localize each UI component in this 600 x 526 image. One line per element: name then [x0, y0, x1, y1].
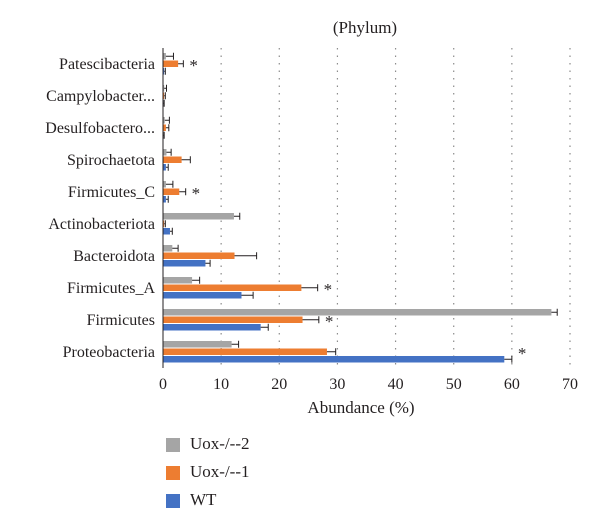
significance-markers: * * * * *: [189, 56, 526, 363]
category-label-spirochaetota: Spirochaetota: [67, 152, 155, 169]
bar-uox-2-firmicutes-c: [163, 181, 166, 188]
error-bars: [163, 52, 558, 363]
category-label-proteobacteria: Proteobacteria: [63, 344, 155, 361]
gridlines: [220, 48, 571, 368]
significance-star-firmicutes-c: *: [192, 184, 201, 203]
bar-wt-firmicutes: [163, 324, 261, 331]
bar-wt-bacteroidota: [163, 260, 206, 267]
chart-title: (Phylum): [333, 18, 397, 37]
x-tick-labels: 0 10 20 30 40 50 60 70: [159, 376, 578, 393]
category-label-firmicutes: Firmicutes: [87, 312, 155, 329]
bar-uox-2-actinobacteriota: [163, 213, 234, 220]
bar-uox-2-firmicutes-a: [163, 277, 193, 284]
bar-uox-1-firmicutes-a: [163, 284, 302, 291]
bar-uox-2-proteobacteria: [163, 341, 232, 348]
bar-uox-2-desulfobactero: [163, 117, 165, 124]
x-tick-label-0: 0: [159, 376, 167, 393]
x-tick-label-10: 10: [213, 376, 229, 393]
significance-star-firmicutes-a: *: [324, 280, 333, 299]
bar-uox-1-patescibacteria: [163, 60, 179, 67]
legend-swatch-uox1: [166, 466, 180, 480]
bar-uox-1-campylobacter: [163, 92, 165, 99]
legend-item-uox1: Uox-/--1: [166, 462, 326, 486]
bar-wt-firmicutes-a: [163, 292, 242, 299]
x-tick-label-20: 20: [271, 376, 287, 393]
category-label-bacteroidota: Bacteroidota: [73, 248, 155, 265]
legend-swatch-wt: [166, 494, 180, 508]
bar-wt-actinobacteriota: [163, 228, 170, 235]
x-tick-label-70: 70: [562, 376, 578, 393]
bar-uox-2-spirochaetota: [163, 149, 167, 156]
bar-uox-1-proteobacteria: [163, 348, 327, 355]
bar-wt-spirochaetota: [163, 164, 166, 171]
legend-swatch-uox2: [166, 438, 180, 452]
legend-item-wt: WT: [166, 490, 326, 514]
significance-star-firmicutes: *: [325, 312, 334, 331]
category-label-campylobacter: Campylobacter...: [46, 88, 155, 105]
bar-uox-1-desulfobactero: [163, 124, 166, 131]
category-label-firmicutes-a: Firmicutes_A: [67, 280, 155, 297]
category-labels: Patescibacteria Campylobacter... Desulfoba…: [45, 56, 155, 361]
bar-uox-2-firmicutes: [163, 309, 552, 316]
bar-uox-2-patescibacteria: [163, 53, 166, 60]
bar-wt-proteobacteria: [163, 356, 505, 363]
x-tick-label-30: 30: [329, 376, 345, 393]
legend-label-uox2: Uox-/--2: [190, 434, 250, 453]
x-tick-label-60: 60: [504, 376, 520, 393]
bar-wt-patescibacteria: [163, 68, 165, 75]
x-tick-label-40: 40: [388, 376, 404, 393]
significance-star-proteobacteria: *: [518, 344, 527, 363]
category-label-firmicutes-c: Firmicutes_C: [68, 184, 155, 201]
bar-uox-1-spirochaetota: [163, 156, 182, 163]
x-axis-label: Abundance (%): [307, 398, 414, 417]
legend-label-wt: WT: [190, 490, 217, 509]
bar-uox-2-bacteroidota: [163, 245, 173, 252]
bar-uox-2-campylobacter: [163, 85, 165, 92]
bar-uox-1-actinobacteriota: [163, 220, 165, 227]
legend-item-uox2: Uox-/--2: [166, 434, 326, 458]
category-label-actinobacteriota: Actinobacteriota: [48, 216, 155, 233]
bar-uox-1-bacteroidota: [163, 252, 235, 259]
bar-uox-1-firmicutes: [163, 316, 303, 323]
bar-uox-1-firmicutes-c: [163, 188, 180, 195]
significance-star-patescibacteria: *: [189, 56, 198, 75]
x-tick-label-50: 50: [446, 376, 462, 393]
category-label-patescibacteria: Patescibacteria: [59, 56, 155, 73]
bars: [163, 53, 552, 363]
category-label-desulfobactero: Desulfobactero...: [45, 120, 155, 137]
bar-wt-firmicutes-c: [163, 196, 166, 203]
legend-label-uox1: Uox-/--1: [190, 462, 250, 481]
